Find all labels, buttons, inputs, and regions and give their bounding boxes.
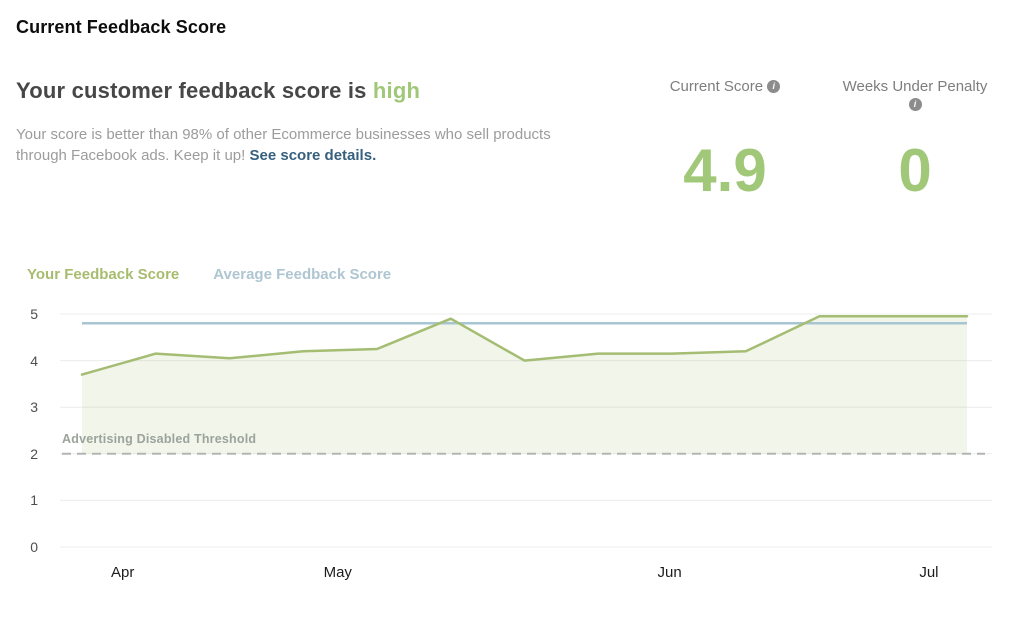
x-axis-label-apr: Apr <box>111 564 135 581</box>
summary-line-1: Your score is better than 98% of other E… <box>16 126 551 143</box>
current-score-value: 4.9 <box>683 137 767 204</box>
weeks-under-penalty-value: 0 <box>898 137 932 204</box>
feedback-score-chart: Advertising Disabled Threshold 0 1 2 3 4 5 Apr… <box>0 295 1024 595</box>
heading-prefix: Your customer feedback score is <box>16 78 367 103</box>
weeks-under-penalty-label: Weeks Under Penalty <box>842 78 988 95</box>
chart-canvas <box>60 313 992 548</box>
current-score-label: Current Score <box>669 78 764 95</box>
your-score-area <box>82 316 967 454</box>
x-axis-label-jun: Jun <box>657 564 682 581</box>
score-stats: Current Score i 4.9 Weeks Under Penalty … <box>640 78 1000 202</box>
info-icon[interactable]: i <box>767 80 781 93</box>
score-status-high: high <box>372 78 421 103</box>
y-axis-tick-4: 4 <box>30 352 38 369</box>
legend-your-feedback-score[interactable]: Your Feedback Score <box>27 266 180 283</box>
y-axis-tick-0: 0 <box>30 539 38 555</box>
page-title: Current Feedback Score <box>16 17 227 37</box>
threshold-label: Advertising Disabled Threshold <box>62 432 257 446</box>
info-icon[interactable]: i <box>908 98 922 111</box>
summary-line-2: through Facebook ads. Keep it up! See sc… <box>16 145 596 166</box>
y-axis-tick-5: 5 <box>30 306 38 322</box>
current-score-stat: Current Score i 4.9 <box>640 78 810 202</box>
see-score-details-link[interactable]: See score details. <box>249 147 377 164</box>
your-score-line <box>80 315 969 376</box>
y-axis-tick-1: 1 <box>30 492 38 509</box>
x-axis-label-jul: Jul <box>919 564 939 581</box>
summary-line-2-text: through Facebook ads. Keep it up! <box>16 147 246 164</box>
x-axis-label-may: May <box>323 564 352 581</box>
y-axis-tick-2: 2 <box>30 445 38 462</box>
summary-text: Your score is better than 98% of other E… <box>16 124 596 166</box>
chart-legend: Your Feedback Score Average Feedback Sco… <box>27 266 391 283</box>
legend-average-feedback-score[interactable]: Average Feedback Score <box>213 266 392 283</box>
feedback-score-heading: Your customer feedback score is high <box>16 78 420 104</box>
weeks-under-penalty-stat: Weeks Under Penalty i 0 <box>830 78 1000 202</box>
y-axis-tick-3: 3 <box>30 399 38 416</box>
